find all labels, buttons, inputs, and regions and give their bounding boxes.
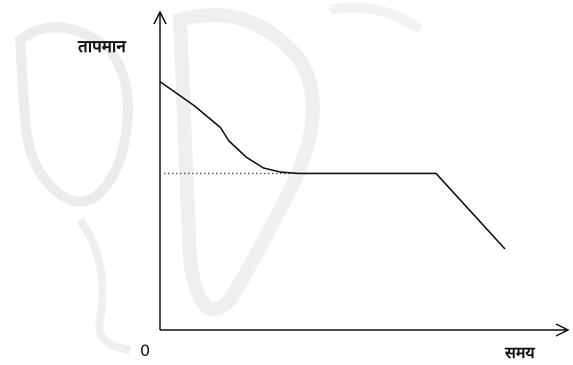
x-axis-arrow <box>555 323 570 337</box>
y-axis-arrow <box>153 10 167 25</box>
y-axis-label: तापमान <box>77 37 126 57</box>
origin-label: 0 <box>140 341 150 360</box>
series-line-temperature <box>159 80 506 250</box>
x-axis-label: समय <box>504 343 535 362</box>
background-shading <box>14 2 423 354</box>
